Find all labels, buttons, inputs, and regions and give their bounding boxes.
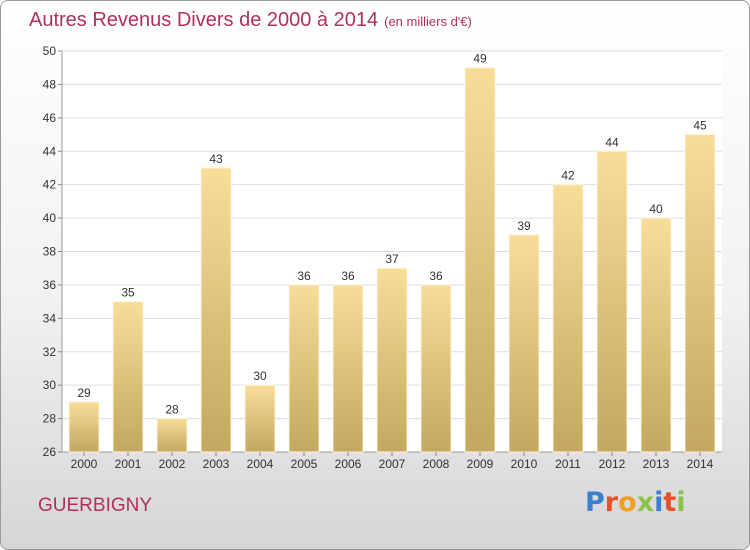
x-tick-label: 2011 — [555, 457, 581, 471]
x-tick-label: 2013 — [643, 457, 670, 471]
bar — [596, 150, 628, 453]
logo-letter: o — [618, 487, 637, 518]
bar — [376, 267, 408, 453]
bar — [464, 67, 496, 453]
x-tick-label: 2007 — [379, 457, 406, 471]
x-tick-label: 2000 — [71, 457, 98, 471]
bar — [156, 418, 188, 453]
logo-letter: i — [676, 487, 686, 518]
x-tick-label: 2006 — [335, 457, 362, 471]
bar-value-label: 37 — [385, 252, 399, 266]
logo-letter: t — [663, 487, 677, 518]
x-tick-label: 2004 — [247, 457, 274, 471]
y-tick-label: 42 — [43, 178, 57, 192]
y-tick-label: 36 — [43, 278, 57, 292]
bar-value-label: 45 — [693, 119, 707, 133]
bar — [288, 284, 320, 453]
bar-value-label: 49 — [473, 52, 487, 66]
bar-value-label: 35 — [121, 286, 135, 300]
x-tick-label: 2001 — [115, 457, 142, 471]
x-tick-label: 2012 — [599, 457, 626, 471]
x-tick-label: 2002 — [159, 457, 186, 471]
bar-value-label: 30 — [253, 369, 267, 383]
bar-value-label: 43 — [209, 152, 223, 166]
y-tick-label: 28 — [43, 412, 57, 426]
logo-letter: r — [604, 487, 619, 518]
y-tick-label: 34 — [43, 311, 57, 325]
y-tick-label: 40 — [43, 211, 57, 225]
bar — [244, 384, 276, 453]
chart-title: Autres Revenus Divers de 2000 à 2014 (en … — [29, 9, 472, 32]
y-tick-label: 26 — [43, 445, 57, 459]
bar — [552, 184, 584, 453]
x-tick-label: 2010 — [511, 457, 538, 471]
proxiti-logo: Proxiti — [585, 487, 686, 518]
y-tick-label: 30 — [43, 378, 57, 392]
title-unit: (en milliers d'€) — [384, 14, 472, 29]
title-text: Autres Revenus Divers de 2000 à 2014 — [29, 9, 379, 31]
x-tick-label: 2003 — [203, 457, 230, 471]
logo-letter: x — [636, 487, 655, 518]
bar-value-label: 36 — [297, 269, 311, 283]
y-tick-label: 32 — [43, 345, 57, 359]
y-tick-label: 48 — [43, 77, 57, 91]
logo-letter: P — [585, 487, 605, 518]
bar-value-label: 36 — [429, 269, 443, 283]
bar-value-label: 39 — [517, 219, 531, 233]
y-tick-label: 50 — [43, 44, 57, 58]
bar-value-label: 29 — [77, 386, 91, 400]
bar-value-label: 40 — [649, 202, 663, 216]
bar — [640, 217, 672, 453]
bar — [200, 167, 232, 453]
y-tick-label: 44 — [43, 144, 57, 158]
x-tick-label: 2009 — [467, 457, 494, 471]
bar — [508, 234, 540, 453]
bar — [112, 301, 144, 453]
bar-value-label: 44 — [605, 135, 619, 149]
y-tick-label: 38 — [43, 245, 57, 259]
x-tick-label: 2008 — [423, 457, 450, 471]
commune-name: GUERBIGNY — [38, 495, 153, 516]
bar — [420, 284, 452, 453]
bar-value-label: 42 — [561, 169, 575, 183]
y-tick-label: 46 — [43, 111, 57, 125]
bar — [684, 134, 716, 453]
bar-value-label: 36 — [341, 269, 355, 283]
bar — [332, 284, 364, 453]
x-tick-label: 2014 — [687, 457, 714, 471]
logo-letter: i — [654, 487, 664, 518]
x-tick-label: 2005 — [291, 457, 318, 471]
bar-value-label: 28 — [165, 403, 179, 417]
bar — [68, 401, 100, 453]
